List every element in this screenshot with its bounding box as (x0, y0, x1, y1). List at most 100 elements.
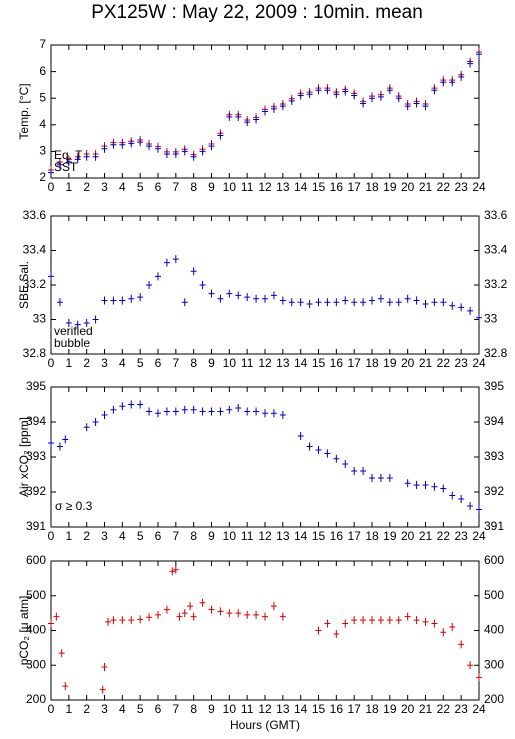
data-point (155, 272, 161, 281)
data-point (342, 460, 349, 468)
data-point (288, 96, 295, 105)
x-tick-label: 19 (383, 702, 397, 716)
data-point (476, 673, 482, 682)
x-tick-label: 16 (330, 356, 344, 370)
data-point (110, 140, 117, 149)
x-tick-label: 11 (241, 702, 254, 716)
x-tick-label: 4 (119, 356, 126, 370)
data-point (324, 86, 331, 95)
plot-frame (50, 560, 480, 701)
x-tick-label: 14 (294, 180, 308, 194)
x-tick-label: 13 (276, 356, 290, 370)
data-point (155, 144, 161, 153)
x-tick-label: 4 (119, 180, 126, 194)
data-point (467, 502, 474, 510)
y-tick-label-right: 300 (484, 657, 504, 671)
x-tick-label: 1 (65, 702, 72, 716)
data-point (190, 152, 197, 161)
data-point (92, 315, 99, 324)
data-point (262, 294, 268, 303)
x-tick-label: 1 (65, 356, 72, 370)
x-tick-label: 15 (312, 180, 326, 194)
x-tick-label: 9 (208, 702, 215, 716)
data-point (386, 474, 393, 482)
x-tick-label: 10 (223, 529, 237, 543)
data-point (199, 281, 206, 289)
data-point (342, 87, 349, 96)
data-point (244, 407, 251, 416)
data-point (53, 612, 60, 621)
x-tick-label: 5 (137, 356, 144, 370)
data-point (244, 610, 251, 619)
x-tick-label: 3 (101, 702, 108, 716)
data-point (404, 294, 411, 303)
data-point (244, 118, 251, 127)
x-tick-label: 1 (65, 180, 72, 194)
data-point (74, 320, 81, 329)
y-tick-label-right: 33.6 (484, 208, 508, 222)
data-point (217, 294, 224, 303)
x-tick-label: 9 (208, 356, 215, 370)
x-tick-label: 12 (258, 180, 272, 194)
data-point (65, 158, 72, 167)
x-tick-label: 16 (330, 529, 344, 543)
data-point (431, 86, 438, 95)
data-point (172, 565, 179, 574)
data-point (119, 140, 126, 149)
data-point (351, 467, 358, 475)
data-point (181, 609, 188, 618)
x-tick-label: 17 (347, 356, 361, 370)
x-tick-label: 2 (83, 529, 90, 543)
x-tick-label: 12 (258, 529, 272, 543)
x-tick-label: 6 (155, 529, 162, 543)
x-tick-label: 5 (137, 180, 144, 194)
x-tick-label: 13 (276, 529, 290, 543)
x-tick-label: 22 (437, 356, 451, 370)
data-point (386, 298, 393, 307)
data-point (404, 479, 411, 488)
data-point (324, 298, 331, 307)
data-point (217, 131, 224, 140)
x-tick-label: 3 (101, 529, 108, 543)
data-point (155, 409, 161, 418)
x-tick-label: 13 (276, 702, 290, 716)
data-point (279, 102, 286, 111)
data-point (208, 289, 215, 298)
data-point (110, 616, 117, 625)
data-point (62, 435, 69, 444)
data-point (360, 616, 367, 625)
x-tick-label: 23 (454, 180, 468, 194)
chart-title: PX125W : May 22, 2009 : 10min. mean (91, 2, 423, 23)
data-point (226, 289, 233, 298)
data-point (187, 602, 194, 611)
data-point (360, 99, 367, 108)
data-point (440, 484, 447, 493)
data-point (83, 318, 90, 327)
legend-entry: bubble (54, 336, 90, 350)
data-point (440, 628, 447, 637)
data-point (83, 152, 90, 161)
x-tick-label: 20 (401, 702, 415, 716)
x-tick-label: 18 (365, 702, 379, 716)
x-tick-label: 19 (383, 529, 397, 543)
y-tick-label: 33.4 (23, 243, 47, 257)
x-tick-label: 1 (65, 529, 72, 543)
data-point (172, 255, 179, 264)
y-tick-label-right: 33.4 (484, 243, 508, 257)
data-point (217, 407, 224, 416)
x-tick-label: 6 (155, 180, 162, 194)
data-point (137, 615, 144, 624)
x-tick-label: 8 (190, 180, 197, 194)
y-tick-label-right: 600 (484, 553, 504, 567)
data-point (208, 407, 215, 416)
data-point (83, 423, 90, 432)
data-point (449, 301, 456, 310)
data-point (146, 142, 153, 151)
y-tick-label: 32.8 (23, 346, 47, 360)
data-point (324, 619, 331, 628)
data-point (360, 298, 367, 307)
x-tick-label: 9 (208, 180, 215, 194)
data-point (128, 616, 135, 625)
plot-frame (50, 386, 480, 528)
